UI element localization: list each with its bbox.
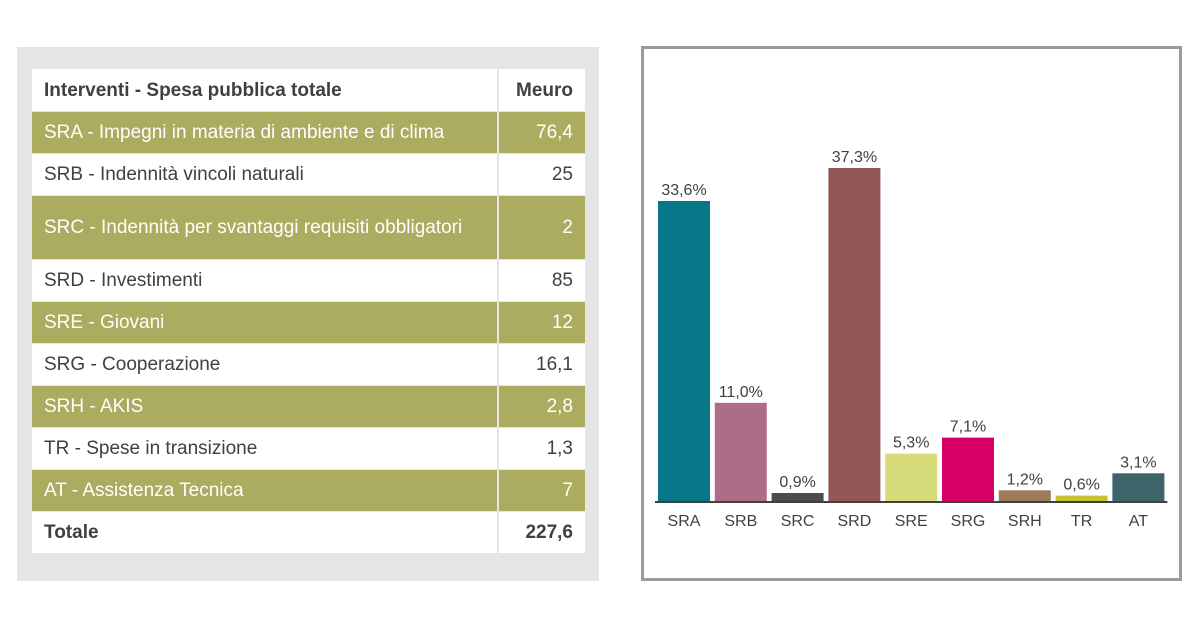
bar-srg — [942, 437, 994, 501]
row-label: SRB - Indennità vincoli naturali — [32, 153, 499, 195]
table-row: AT - Assistenza Tecnica 7 — [32, 469, 585, 511]
bar-tr — [1055, 495, 1108, 501]
data-label-tr: 0,6% — [1063, 477, 1099, 494]
tick-label-at: AT — [1129, 513, 1148, 530]
bar-srb — [714, 402, 767, 501]
table-row: TR - Spese in transizione 1,3 — [32, 427, 585, 469]
tick-label-srg: SRG — [951, 513, 986, 530]
row-value: 76,4 — [499, 111, 585, 153]
row-value: 12 — [499, 301, 585, 343]
table-row: SRA - Impegni in materia di ambiente e d… — [32, 111, 585, 153]
row-label: TR - Spese in transizione — [32, 427, 499, 469]
header-label: Interventi - Spesa pubblica totale — [32, 69, 499, 111]
total-value: 227,6 — [499, 511, 585, 553]
tick-label-srd: SRD — [838, 513, 872, 530]
bar-sre — [885, 453, 938, 501]
data-label-srb: 11,0% — [719, 384, 763, 401]
data-label-at: 3,1% — [1120, 454, 1156, 471]
data-label-src: 0,9% — [779, 474, 815, 491]
row-label: SRC - Indennità per svantaggi requisiti … — [32, 195, 499, 259]
row-value: 16,1 — [499, 343, 585, 385]
bar-at — [1112, 473, 1165, 501]
bar-srh — [998, 490, 1051, 501]
tick-label-src: SRC — [781, 513, 815, 530]
data-label-sra: 33,6% — [661, 182, 706, 199]
total-label: Totale — [32, 511, 499, 553]
row-value: 2,8 — [499, 385, 585, 427]
table-panel: Interventi - Spesa pubblica totale Meuro… — [17, 47, 599, 581]
chart-panel: 33,6% SRA 11,0% SRB 0,9% SRC 37,3% SRD 5,3% SRE 7,… — [641, 46, 1182, 581]
row-value: 2 — [499, 195, 585, 259]
spending-table: Interventi - Spesa pubblica totale Meuro… — [32, 69, 585, 553]
data-label-sre: 5,3% — [893, 435, 929, 452]
tick-label-sre: SRE — [895, 513, 928, 530]
bar-sra — [658, 201, 710, 501]
table-header-row: Interventi - Spesa pubblica totale Meuro — [32, 69, 585, 111]
tick-label-tr: TR — [1071, 513, 1092, 530]
tick-label-sra: SRA — [668, 513, 701, 530]
row-value: 7 — [499, 469, 585, 511]
table-row: SRE - Giovani 12 — [32, 301, 585, 343]
data-label-srd: 37,3% — [832, 149, 877, 166]
table-row: SRB - Indennità vincoli naturali 25 — [32, 153, 585, 195]
table-total-row: Totale 227,6 — [32, 511, 585, 553]
row-value: 1,3 — [499, 427, 585, 469]
table-row: SRC - Indennità per svantaggi requisiti … — [32, 195, 585, 259]
table-row: SRG - Cooperazione 16,1 — [32, 343, 585, 385]
row-label: SRD - Investimenti — [32, 259, 499, 301]
row-value: 25 — [499, 153, 585, 195]
table-row: SRD - Investimenti 85 — [32, 259, 585, 301]
data-label-srh: 1,2% — [1007, 471, 1043, 488]
bar-src — [771, 493, 824, 501]
bar-chart: 33,6% SRA 11,0% SRB 0,9% SRC 37,3% SRD 5,3% SRE 7,… — [655, 149, 1168, 530]
row-label: SRE - Giovani — [32, 301, 499, 343]
row-label: SRG - Cooperazione — [32, 343, 499, 385]
row-label: SRH - AKIS — [32, 385, 499, 427]
row-label: SRA - Impegni in materia di ambiente e d… — [32, 111, 499, 153]
tick-label-srb: SRB — [724, 513, 757, 530]
data-label-srg: 7,1% — [950, 419, 986, 436]
tick-label-srh: SRH — [1008, 513, 1042, 530]
table-row: SRH - AKIS 2,8 — [32, 385, 585, 427]
header-value: Meuro — [516, 79, 573, 101]
bar-srd — [828, 168, 881, 501]
row-label: AT - Assistenza Tecnica — [32, 469, 499, 511]
row-value: 85 — [499, 259, 585, 301]
